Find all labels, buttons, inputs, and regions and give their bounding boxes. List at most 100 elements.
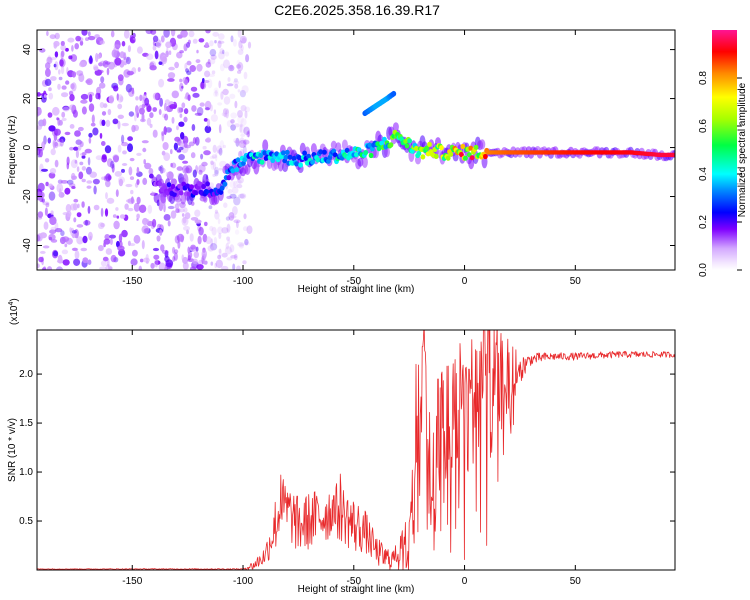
noise-blob: [148, 168, 154, 175]
spectrogram-x-tick-label: -100: [233, 276, 253, 287]
noise-blob: [192, 92, 200, 98]
colorbar-tick-label: 0.8: [698, 71, 709, 85]
noise-blob: [153, 254, 160, 260]
noise-blob: [212, 31, 219, 37]
noise-blob: [38, 256, 44, 263]
noise-blob: [170, 30, 176, 37]
noise-blob: [165, 259, 174, 268]
noise-blob: [100, 260, 107, 267]
noise-blob: [190, 86, 198, 92]
noise-blob: [65, 204, 72, 213]
noise-blob: [226, 120, 233, 128]
noise-blob: [100, 76, 105, 83]
noise-blob: [158, 61, 163, 65]
noise-blob: [214, 211, 220, 220]
noise-blob: [45, 62, 51, 70]
noise-blob: [176, 51, 183, 59]
noise-blob: [184, 79, 188, 85]
band-halo: [262, 139, 269, 152]
band-cell: [283, 154, 289, 160]
noise-blob: [145, 254, 149, 262]
noise-blob: [218, 232, 222, 239]
noise-blob: [224, 51, 230, 57]
noise-blob: [60, 50, 65, 58]
band-cell: [189, 184, 195, 190]
noise-blob: [146, 105, 152, 112]
noise-blob: [166, 171, 174, 181]
band-cell: [186, 191, 192, 197]
spectrogram-y-tick-label: 0: [22, 144, 33, 150]
noise-blob: [136, 152, 142, 156]
noise-blob: [37, 182, 45, 192]
band-cell: [356, 147, 362, 153]
noise-blob: [88, 103, 95, 112]
noise-blob: [209, 156, 216, 160]
noise-blob: [73, 258, 81, 266]
noise-blob: [239, 193, 247, 199]
snr-x-tick-label: -100: [233, 576, 253, 587]
noise-blob: [77, 203, 80, 209]
snr-y-tick-label: 1.0: [19, 467, 33, 478]
noise-blob: [71, 186, 76, 189]
noise-blob: [213, 236, 218, 246]
noise-blob: [218, 33, 225, 40]
noise-blob: [209, 40, 214, 47]
noise-blob: [210, 161, 215, 170]
noise-blob: [114, 57, 122, 66]
noise-blob: [208, 205, 213, 210]
noise-blob: [241, 37, 247, 44]
noise-blob: [198, 226, 204, 236]
noise-blob: [237, 242, 245, 247]
noise-blob: [237, 89, 241, 93]
band-cell: [298, 162, 303, 168]
noise-blob: [174, 136, 181, 142]
noise-blob: [246, 225, 253, 234]
noise-blob: [230, 112, 237, 119]
noise-blob: [54, 228, 63, 233]
noise-blob: [217, 254, 222, 260]
noise-blob: [225, 216, 231, 221]
noise-blob: [154, 258, 159, 268]
noise-blob: [234, 100, 238, 109]
noise-blob: [221, 252, 228, 258]
noise-blob: [219, 248, 222, 258]
noise-blob: [65, 80, 70, 85]
noise-blob: [81, 30, 88, 36]
noise-blob: [206, 118, 211, 128]
noise-blob: [59, 58, 66, 68]
noise-blob: [88, 132, 93, 138]
noise-blob: [229, 93, 236, 100]
band-cell: [322, 149, 327, 155]
noise-blob: [54, 51, 59, 58]
noise-blob: [136, 213, 140, 219]
noise-blob: [76, 166, 80, 173]
spectrogram-y-tick-label: -20: [22, 189, 33, 204]
noise-blob: [247, 130, 250, 138]
snr-x-tick-label: 50: [570, 576, 582, 587]
band-cell: [424, 145, 430, 151]
noise-blob: [118, 176, 125, 184]
noise-blob: [236, 64, 241, 69]
noise-blob: [113, 220, 120, 230]
spectrogram-y-tick-label: 20: [22, 93, 33, 105]
noise-blob: [56, 183, 64, 193]
noise-blob: [99, 102, 105, 109]
noise-blob: [44, 78, 52, 86]
noise-blob: [199, 102, 205, 107]
noise-blob: [207, 73, 216, 77]
noise-blob: [167, 78, 175, 82]
noise-blob: [125, 56, 131, 65]
noise-blob: [205, 30, 211, 34]
noise-blob: [101, 141, 106, 146]
spectrogram-noise-layer: [37, 30, 253, 270]
noise-blob: [233, 196, 241, 206]
noise-blob: [222, 108, 227, 118]
noise-blob: [115, 207, 119, 211]
noise-blob: [239, 123, 243, 133]
noise-blob: [113, 85, 119, 92]
noise-blob: [44, 207, 48, 216]
noise-blob: [200, 153, 204, 160]
noise-blob: [219, 48, 224, 55]
noise-blob: [50, 226, 57, 231]
band-cell: [468, 145, 474, 151]
